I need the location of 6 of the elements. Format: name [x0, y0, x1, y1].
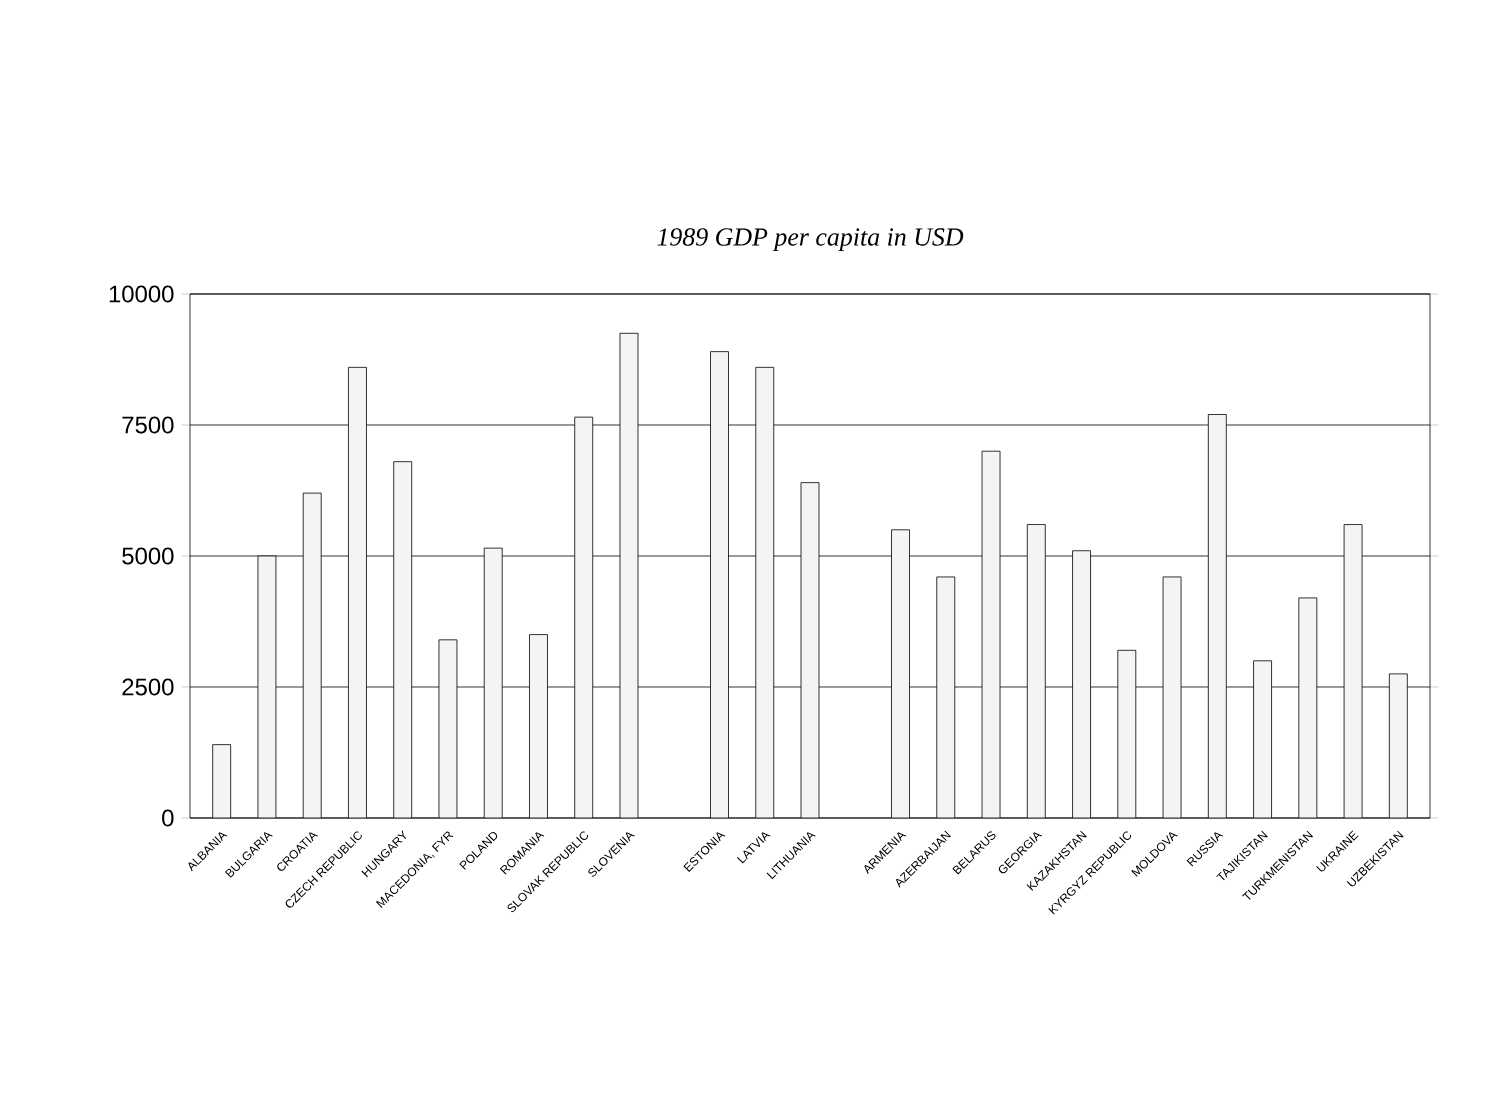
y-tick-label: 7500 — [122, 416, 174, 434]
y-tick-label: 5000 — [122, 547, 174, 565]
y-tick-label: 10000 — [109, 285, 174, 303]
y-tick-label: 2500 — [122, 678, 174, 696]
chart-title: 1989 GDP per capita in USD — [657, 228, 964, 251]
y-tick-label: 0 — [162, 809, 174, 827]
